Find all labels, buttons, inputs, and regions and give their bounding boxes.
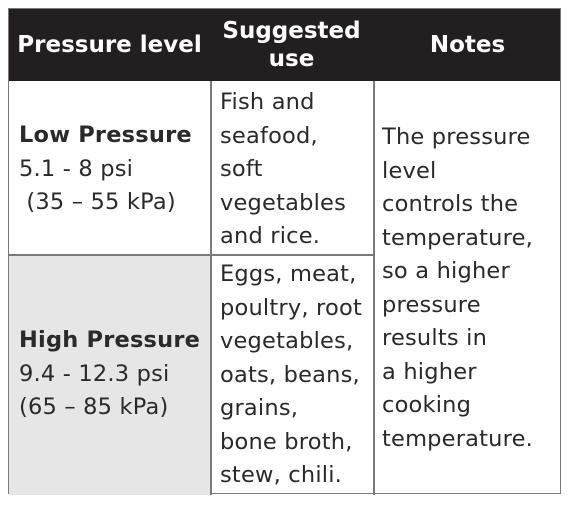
header-suggested-use-line-2: use — [268, 46, 315, 72]
notes-line: controls the — [382, 191, 519, 217]
column-divider-2 — [373, 81, 375, 495]
high-pressure-psi: 9.4 - 12.3 psi — [19, 360, 170, 387]
header-suggested-use-line-1: Suggested — [222, 18, 361, 44]
list-item: seafood, — [220, 122, 318, 149]
list-item: and rice. — [220, 223, 321, 249]
low-pressure-suggested-use: Fish and seafood, soft vegetables and ri… — [220, 86, 346, 254]
notes-line: so a higher — [382, 258, 510, 284]
low-pressure-psi: 5.1 - 8 psi — [19, 155, 134, 182]
notes-line: pressure — [382, 291, 481, 318]
notes-line: level — [382, 157, 437, 184]
list-item: soft — [220, 156, 263, 182]
notes-line: The pressure — [382, 124, 531, 150]
header-pressure-level-label: Pressure level — [17, 32, 202, 58]
low-pressure-name: Low Pressure — [19, 122, 192, 148]
list-item: Eggs, meat, — [220, 261, 357, 287]
row-divider — [9, 254, 373, 256]
low-pressure-kpa: (35 – 55 kPa) — [19, 189, 176, 215]
notes-line: results in — [382, 325, 488, 351]
notes-line: cooking — [382, 392, 472, 418]
header-notes-label: Notes — [429, 32, 506, 58]
column-divider-1 — [210, 81, 212, 495]
notes-line: a higher — [382, 358, 477, 385]
list-item: stew, chili. — [220, 462, 343, 488]
header-suggested-use: Suggested use — [210, 9, 373, 81]
header-pressure-level: Pressure level — [9, 9, 210, 81]
header-notes: Notes — [373, 9, 562, 81]
high-pressure-name: High Pressure — [19, 327, 201, 353]
list-item: oats, beans, — [220, 361, 360, 388]
low-pressure-cell: Low Pressure 5.1 - 8 psi (35 – 55 kPa) — [19, 119, 192, 220]
list-item: Fish and — [220, 89, 315, 115]
list-item: grains, — [220, 395, 299, 421]
pressure-table: Pressure level Suggested use Notes Low P… — [8, 8, 561, 495]
high-pressure-shaded-cell — [9, 254, 210, 495]
list-item: vegetables — [220, 189, 346, 216]
list-item: vegetables, — [220, 328, 354, 354]
list-item: bone broth, — [220, 428, 353, 455]
notes-line: temperature. — [382, 425, 533, 452]
high-pressure-suggested-use: Eggs, meat, poultry, root vegetables, oa… — [220, 258, 362, 493]
table-header-row: Pressure level Suggested use Notes — [9, 9, 560, 81]
notes-cell: The pressure level controls the temperat… — [382, 121, 533, 456]
high-pressure-cell: High Pressure 9.4 - 12.3 psi (65 – 85 kP… — [19, 324, 200, 425]
list-item: poultry, root — [220, 294, 362, 321]
high-pressure-kpa: (65 – 85 kPa) — [19, 394, 169, 420]
notes-line: temperature, — [382, 224, 533, 251]
